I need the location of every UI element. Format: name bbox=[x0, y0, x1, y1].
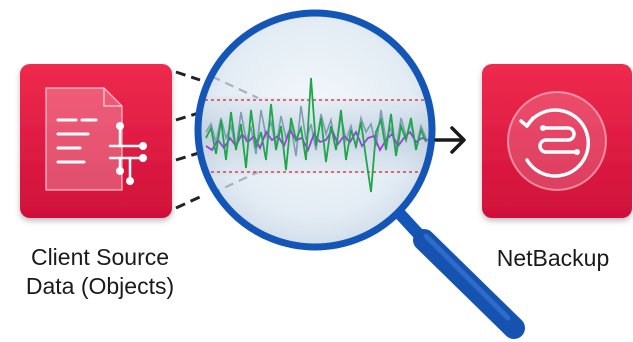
restore-backup-icon bbox=[507, 91, 607, 191]
data-document-icon bbox=[45, 87, 147, 191]
client-source-label: Client Source Data (Objects) bbox=[0, 243, 200, 301]
magnifier-handle bbox=[394, 208, 525, 339]
client-source-label-line1: Client Source bbox=[30, 244, 170, 270]
client-source-box bbox=[20, 64, 172, 218]
magnifying-glass-icon bbox=[194, 9, 525, 339]
lens-rim bbox=[194, 9, 436, 251]
signal-view bbox=[198, 69, 430, 201]
client-source-tile bbox=[20, 64, 172, 218]
netbackup-label: NetBackup bbox=[496, 245, 610, 271]
signal-green bbox=[205, 77, 427, 193]
client-source-label-line2: Data (Objects) bbox=[25, 273, 175, 299]
right-arrow-icon bbox=[434, 126, 466, 154]
threshold-lines bbox=[205, 99, 428, 173]
netbackup-box bbox=[482, 64, 632, 218]
